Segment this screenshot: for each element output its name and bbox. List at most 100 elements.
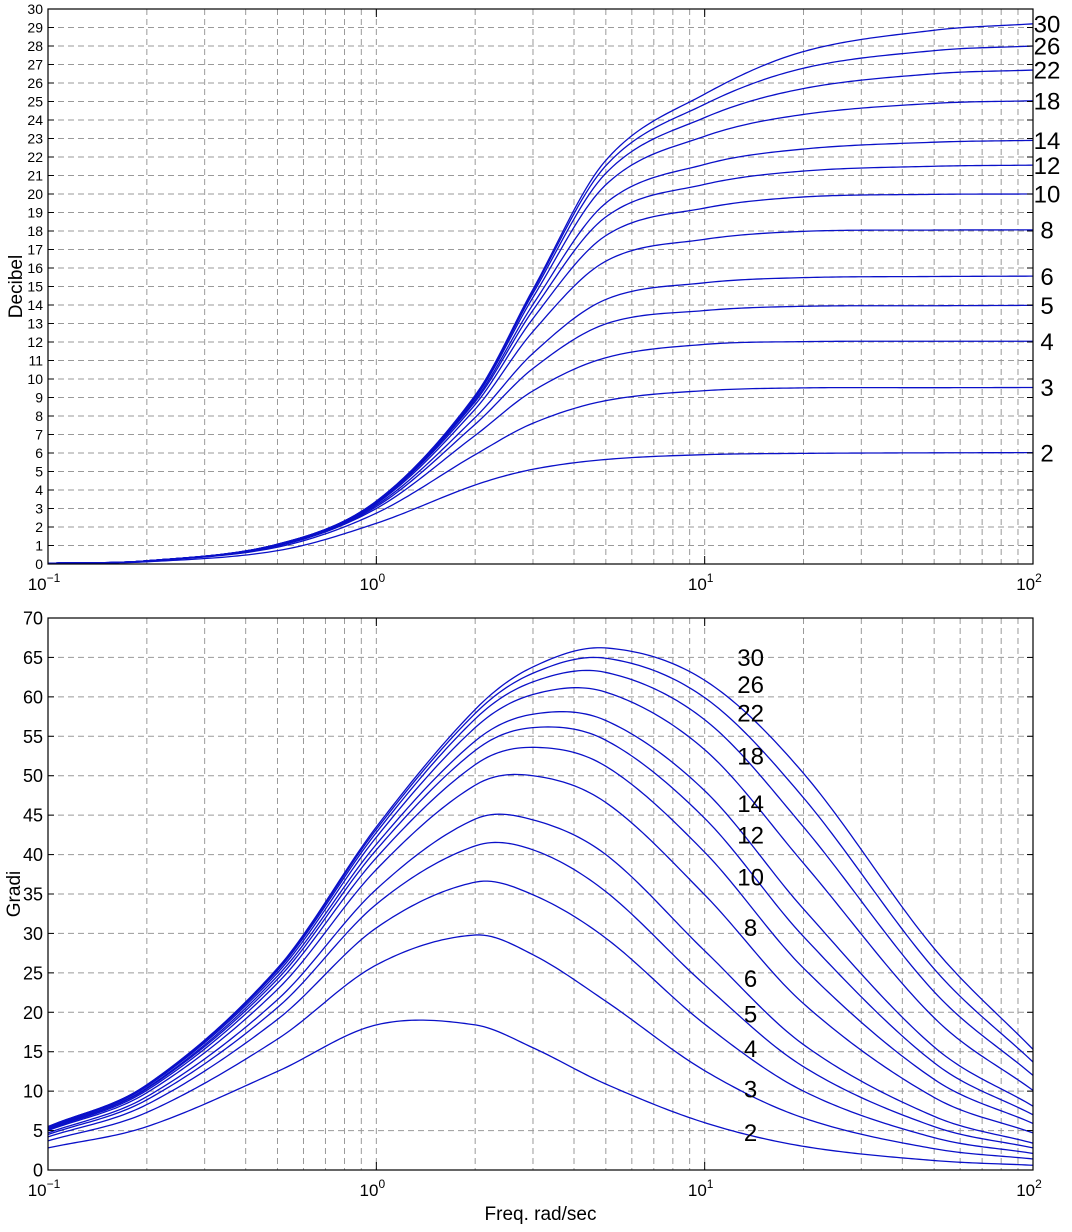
y-tick-label: 15 — [23, 1042, 43, 1062]
series-label-26: 26 — [1034, 34, 1061, 61]
x-axis-label: Freq. rad/sec — [485, 1204, 597, 1225]
series-label-10: 10 — [737, 864, 764, 891]
y-tick-label: 8 — [35, 408, 43, 424]
series-label-18: 18 — [1034, 88, 1061, 115]
y-tick-label: 0 — [35, 556, 43, 572]
y-tick-label: 29 — [27, 20, 43, 36]
series-line-8 — [47, 773, 1034, 1134]
series-line-5 — [47, 841, 1034, 1149]
y-axis-label: Gradi — [4, 871, 25, 917]
series-label-22: 22 — [737, 700, 764, 727]
series-line-12 — [47, 164, 1034, 564]
x-tick-label: 102 — [1016, 1177, 1042, 1200]
y-tick-label: 9 — [35, 390, 43, 406]
y-tick-label: 4 — [35, 482, 43, 498]
y-tick-label: 7 — [35, 427, 43, 443]
y-tick-label: 5 — [35, 464, 43, 480]
y-tick-label: 22 — [27, 149, 43, 165]
y-tick-label: 27 — [27, 57, 43, 73]
y-tick-label: 20 — [27, 186, 43, 202]
magnitude-chart: 0123456789101112131415161718192021222324… — [6, 1, 1060, 594]
series-label-18: 18 — [737, 744, 764, 771]
y-tick-label: 25 — [23, 963, 43, 983]
y-axis-label: Decibel — [6, 255, 27, 318]
series-label-12: 12 — [737, 822, 764, 849]
series-line-3 — [47, 386, 1034, 564]
series-label-4: 4 — [744, 1036, 757, 1063]
y-tick-label: 60 — [23, 687, 43, 707]
y-tick-label: 1 — [35, 538, 43, 554]
y-tick-label: 12 — [27, 334, 43, 350]
x-tick-label: 102 — [1016, 571, 1042, 594]
y-tick-label: 45 — [23, 806, 43, 826]
y-tick-label: 28 — [27, 38, 43, 54]
series-label-14: 14 — [1034, 128, 1061, 155]
series-label-10: 10 — [1034, 182, 1061, 209]
series-line-6 — [47, 813, 1034, 1144]
series-label-5: 5 — [744, 1002, 757, 1029]
series-label-2: 2 — [744, 1120, 757, 1147]
series-label-3: 3 — [744, 1076, 757, 1103]
y-tick-label: 15 — [27, 279, 43, 295]
series-line-12 — [47, 726, 1034, 1130]
y-tick-label: 20 — [23, 1003, 43, 1023]
series-line-22 — [47, 669, 1034, 1129]
y-tick-label: 11 — [28, 353, 43, 369]
y-tick-label: 70 — [23, 608, 43, 628]
series-line-14 — [47, 711, 1034, 1129]
series-label-12: 12 — [1034, 153, 1061, 180]
series-line-30 — [47, 23, 1034, 564]
y-tick-label: 30 — [27, 1, 43, 17]
series-line-10 — [47, 746, 1034, 1131]
y-tick-label: 17 — [27, 242, 43, 258]
series-label-8: 8 — [744, 915, 757, 942]
series-line-18 — [47, 687, 1034, 1129]
y-tick-label: 6 — [35, 445, 43, 461]
y-tick-label: 0 — [33, 1160, 43, 1180]
series-line-4 — [47, 340, 1033, 564]
x-tick-label: 10−1 — [28, 1177, 61, 1200]
series-label-2: 2 — [1040, 440, 1053, 467]
y-tick-label: 50 — [23, 766, 43, 786]
y-tick-label: 24 — [27, 112, 43, 128]
series-label-6: 6 — [744, 966, 757, 993]
y-tick-label: 30 — [23, 924, 43, 944]
series-label-8: 8 — [1040, 218, 1053, 245]
series-label-3: 3 — [1040, 375, 1053, 402]
series-label-14: 14 — [737, 791, 764, 818]
series-line-3 — [47, 934, 1034, 1160]
series-line-14 — [47, 139, 1034, 564]
y-tick-label: 23 — [27, 131, 43, 147]
y-tick-label: 18 — [27, 223, 43, 239]
x-tick-label: 10−1 — [28, 571, 61, 594]
y-tick-label: 19 — [27, 205, 43, 221]
x-tick-label: 101 — [688, 571, 714, 594]
series-label-22: 22 — [1034, 58, 1061, 85]
y-tick-label: 26 — [27, 75, 43, 91]
y-tick-label: 13 — [27, 316, 43, 332]
series-label-30: 30 — [737, 645, 764, 672]
series-line-2 — [47, 451, 1034, 565]
x-tick-label: 100 — [360, 1177, 386, 1200]
y-tick-label: 10 — [27, 371, 43, 387]
x-tick-label: 100 — [360, 571, 386, 594]
y-tick-label: 3 — [35, 501, 43, 517]
series-line-30 — [47, 647, 1034, 1128]
y-tick-label: 21 — [27, 168, 43, 184]
y-tick-label: 10 — [23, 1082, 43, 1102]
y-tick-label: 2 — [35, 519, 43, 535]
y-tick-label: 14 — [27, 297, 43, 313]
y-tick-label: 40 — [23, 845, 43, 865]
series-label-30: 30 — [1034, 11, 1061, 38]
series-line-18 — [47, 100, 1034, 564]
y-tick-label: 5 — [33, 1121, 43, 1141]
series-label-4: 4 — [1040, 329, 1053, 356]
x-tick-label: 101 — [688, 1177, 714, 1200]
y-tick-label: 35 — [23, 884, 43, 904]
series-line-2 — [47, 1019, 1034, 1166]
y-tick-label: 16 — [27, 260, 43, 276]
series-line-4 — [47, 880, 1034, 1155]
